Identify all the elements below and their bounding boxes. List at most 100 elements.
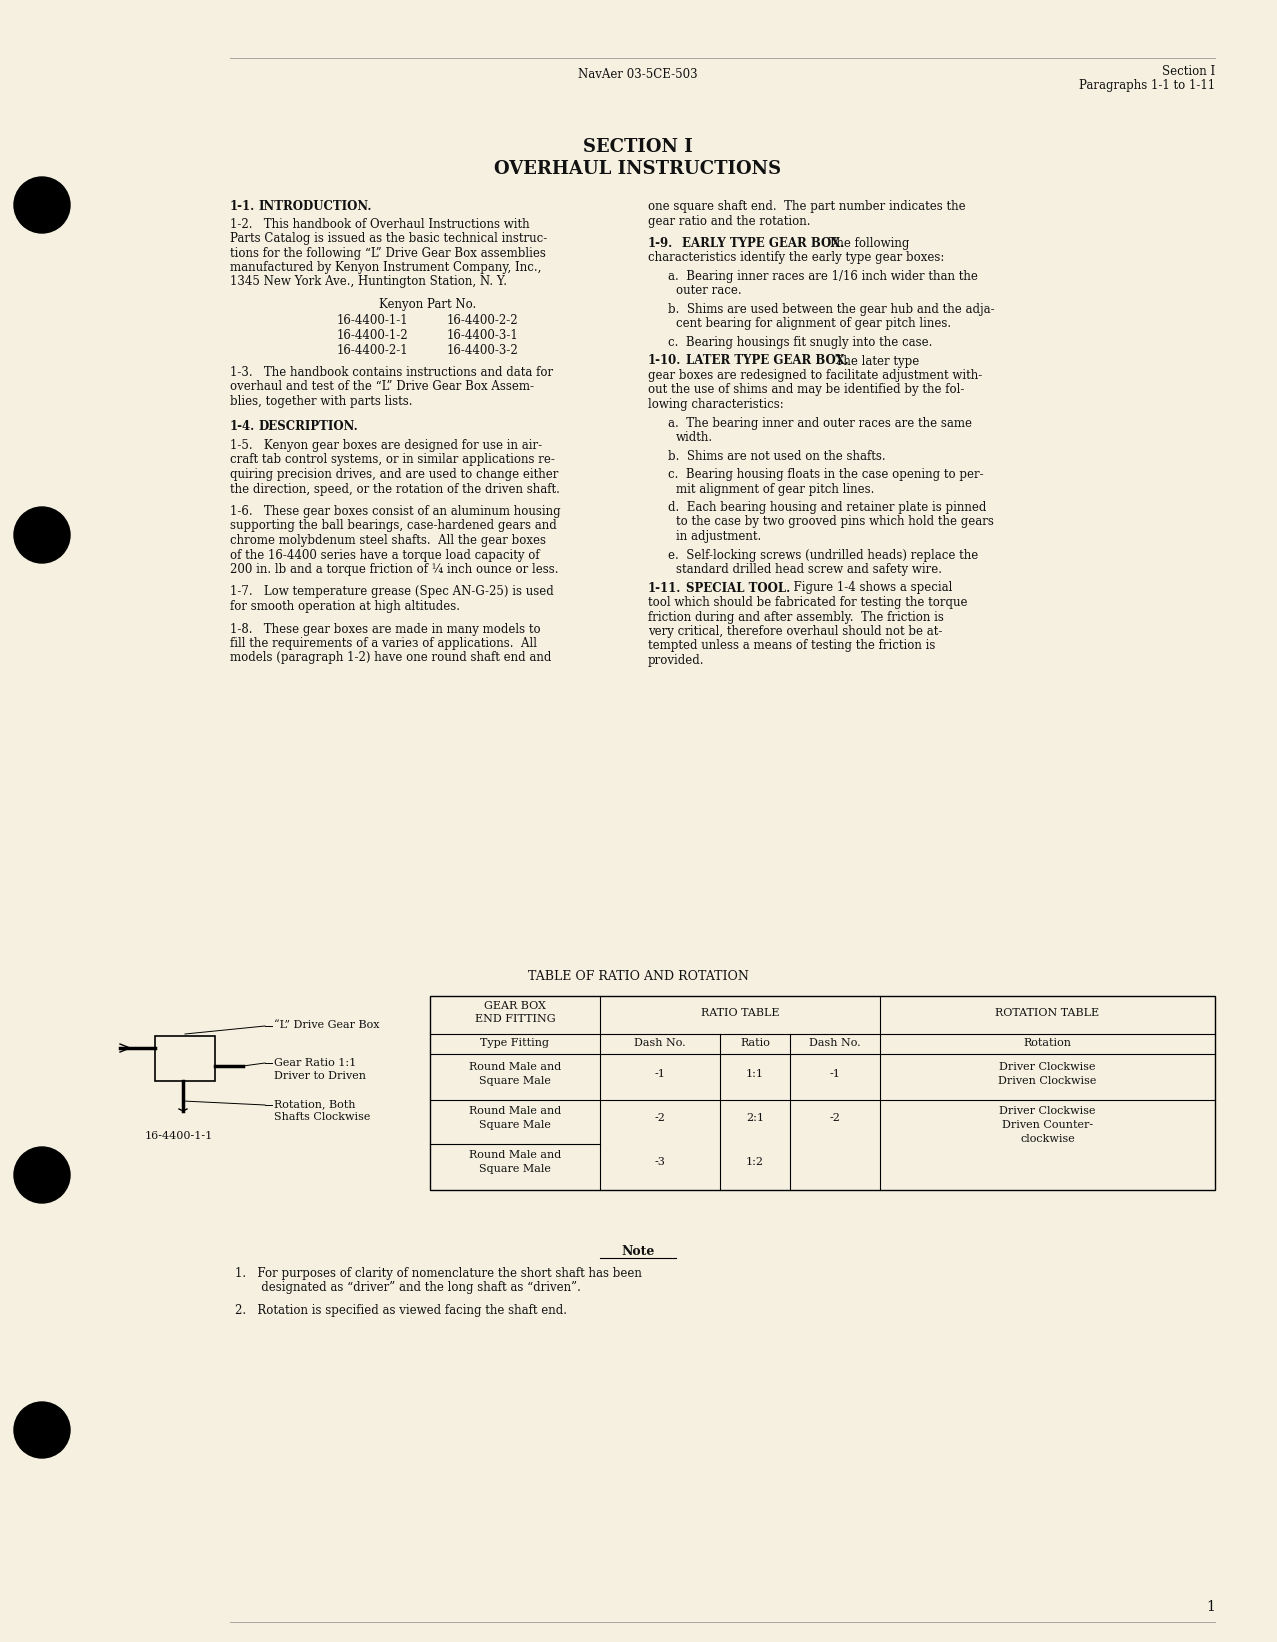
Text: mit alignment of gear pitch lines.: mit alignment of gear pitch lines. bbox=[676, 483, 875, 496]
Text: out the use of shims and may be identified by the fol-: out the use of shims and may be identifi… bbox=[647, 384, 964, 396]
Text: quiring precision drives, and are used to change either: quiring precision drives, and are used t… bbox=[230, 468, 558, 481]
Text: -1: -1 bbox=[830, 1069, 840, 1079]
Text: Driver Clockwise
Driven Clockwise: Driver Clockwise Driven Clockwise bbox=[999, 1062, 1097, 1085]
Text: 1-2.   This handbook of Overhaul Instructions with: 1-2. This handbook of Overhaul Instructi… bbox=[230, 217, 530, 230]
Text: Note: Note bbox=[622, 1245, 655, 1258]
Text: cent bearing for alignment of gear pitch lines.: cent bearing for alignment of gear pitch… bbox=[676, 317, 951, 330]
Text: tool which should be fabricated for testing the torque: tool which should be fabricated for test… bbox=[647, 596, 968, 609]
Circle shape bbox=[14, 177, 70, 233]
Text: models (paragraph 1-2) have one round shaft end and: models (paragraph 1-2) have one round sh… bbox=[230, 652, 552, 665]
Text: chrome molybdenum steel shafts.  All the gear boxes: chrome molybdenum steel shafts. All the … bbox=[230, 534, 547, 547]
Text: INTRODUCTION.: INTRODUCTION. bbox=[258, 200, 372, 213]
Text: blies, together with parts lists.: blies, together with parts lists. bbox=[230, 396, 412, 407]
Text: provided.: provided. bbox=[647, 654, 705, 667]
Text: 16-4400-3-1: 16-4400-3-1 bbox=[447, 328, 518, 342]
Text: RATIO TABLE: RATIO TABLE bbox=[701, 1008, 779, 1018]
Text: e.  Self-locking screws (undrilled heads) replace the: e. Self-locking screws (undrilled heads)… bbox=[668, 548, 978, 562]
Text: 16-4400-1-2: 16-4400-1-2 bbox=[337, 328, 409, 342]
Text: d.  Each bearing housing and retainer plate is pinned: d. Each bearing housing and retainer pla… bbox=[668, 501, 986, 514]
Text: 16-4400-3-2: 16-4400-3-2 bbox=[447, 343, 518, 356]
Text: DESCRIPTION.: DESCRIPTION. bbox=[258, 420, 358, 433]
Text: lowing characteristics:: lowing characteristics: bbox=[647, 397, 784, 410]
Text: width.: width. bbox=[676, 430, 713, 443]
Text: c.  Bearing housings fit snugly into the case.: c. Bearing housings fit snugly into the … bbox=[668, 337, 932, 350]
Text: 1:1: 1:1 bbox=[746, 1069, 764, 1079]
Text: 1-4.: 1-4. bbox=[230, 420, 255, 433]
Text: one square shaft end.  The part number indicates the: one square shaft end. The part number in… bbox=[647, 200, 965, 213]
Text: in adjustment.: in adjustment. bbox=[676, 530, 761, 544]
Text: friction during and after assembly.  The friction is: friction during and after assembly. The … bbox=[647, 611, 944, 624]
Text: Round Male and
Square Male: Round Male and Square Male bbox=[469, 1062, 561, 1085]
Text: OVERHAUL INSTRUCTIONS: OVERHAUL INSTRUCTIONS bbox=[494, 159, 782, 177]
Text: -1: -1 bbox=[655, 1069, 665, 1079]
Text: 16-4400-1-1: 16-4400-1-1 bbox=[337, 315, 409, 327]
Circle shape bbox=[14, 1402, 70, 1458]
Text: outer race.: outer race. bbox=[676, 284, 742, 297]
Text: Type Fitting: Type Fitting bbox=[480, 1038, 549, 1048]
Circle shape bbox=[14, 1148, 70, 1204]
Text: 1-3.   The handbook contains instructions and data for: 1-3. The handbook contains instructions … bbox=[230, 366, 553, 379]
Text: 1345 New York Ave., Huntington Station, N. Y.: 1345 New York Ave., Huntington Station, … bbox=[230, 276, 507, 289]
Text: b.  Shims are used between the gear hub and the adja-: b. Shims are used between the gear hub a… bbox=[668, 304, 995, 315]
Text: manufactured by Kenyon Instrument Company, Inc.,: manufactured by Kenyon Instrument Compan… bbox=[230, 261, 541, 274]
Text: EARLY TYPE GEAR BOX.: EARLY TYPE GEAR BOX. bbox=[682, 236, 844, 250]
Text: 2:1: 2:1 bbox=[746, 1113, 764, 1123]
Text: c.  Bearing housing floats in the case opening to per-: c. Bearing housing floats in the case op… bbox=[668, 468, 983, 481]
Text: 16-4400-2-1: 16-4400-2-1 bbox=[337, 343, 409, 356]
Text: tempted unless a means of testing the friction is: tempted unless a means of testing the fr… bbox=[647, 639, 935, 652]
Text: The following: The following bbox=[821, 236, 909, 250]
Text: LATER TYPE GEAR BOX.: LATER TYPE GEAR BOX. bbox=[686, 355, 849, 368]
Text: 1:2: 1:2 bbox=[746, 1158, 764, 1167]
Text: 1-1.: 1-1. bbox=[230, 200, 255, 213]
Text: 1-7.   Low temperature grease (Spec AN-G-25) is used: 1-7. Low temperature grease (Spec AN-G-2… bbox=[230, 586, 554, 598]
Text: SECTION I: SECTION I bbox=[584, 138, 693, 156]
Text: Rotation, Both: Rotation, Both bbox=[275, 1098, 355, 1108]
Text: TABLE OF RATIO AND ROTATION: TABLE OF RATIO AND ROTATION bbox=[527, 970, 748, 984]
Text: craft tab control systems, or in similar applications re-: craft tab control systems, or in similar… bbox=[230, 453, 555, 466]
Text: Gear Ratio 1:1: Gear Ratio 1:1 bbox=[275, 1057, 356, 1067]
Text: 1-8.   These gear boxes are made in many models to: 1-8. These gear boxes are made in many m… bbox=[230, 622, 540, 635]
Bar bbox=[430, 997, 1214, 1190]
Text: the direction, speed, or the rotation of the driven shaft.: the direction, speed, or the rotation of… bbox=[230, 483, 559, 496]
Text: Driver Clockwise
Driven Counter-
clockwise: Driver Clockwise Driven Counter- clockwi… bbox=[999, 1107, 1096, 1144]
Text: 1-10.: 1-10. bbox=[647, 355, 682, 368]
Text: supporting the ball bearings, case-hardened gears and: supporting the ball bearings, case-harde… bbox=[230, 519, 557, 532]
Text: Rotation: Rotation bbox=[1023, 1038, 1071, 1048]
Text: 1-5.   Kenyon gear boxes are designed for use in air-: 1-5. Kenyon gear boxes are designed for … bbox=[230, 438, 543, 452]
Text: 1-9.: 1-9. bbox=[647, 236, 673, 250]
Text: tions for the following “L” Drive Gear Box assemblies: tions for the following “L” Drive Gear B… bbox=[230, 246, 545, 259]
Text: fill the requirements of a varieз of applications.  All: fill the requirements of a varieз of app… bbox=[230, 637, 538, 650]
Text: b.  Shims are not used on the shafts.: b. Shims are not used on the shafts. bbox=[668, 450, 886, 463]
Text: overhaul and test of the “L” Drive Gear Box Assem-: overhaul and test of the “L” Drive Gear … bbox=[230, 381, 534, 394]
Text: standard drilled head screw and safety wire.: standard drilled head screw and safety w… bbox=[676, 563, 942, 576]
Text: 1: 1 bbox=[1205, 1599, 1214, 1614]
Text: Section I: Section I bbox=[1162, 66, 1214, 79]
Text: Dash No.: Dash No. bbox=[810, 1038, 861, 1048]
Text: Shafts Clockwise: Shafts Clockwise bbox=[275, 1112, 370, 1121]
Text: a.  Bearing inner races are 1/16 inch wider than the: a. Bearing inner races are 1/16 inch wid… bbox=[668, 269, 978, 282]
Text: gear ratio and the rotation.: gear ratio and the rotation. bbox=[647, 215, 811, 228]
Circle shape bbox=[14, 507, 70, 563]
Text: Kenyon Part No.: Kenyon Part No. bbox=[379, 297, 476, 310]
Text: 2.   Rotation is specified as viewed facing the shaft end.: 2. Rotation is specified as viewed facin… bbox=[235, 1304, 567, 1317]
Text: Parts Catalog is issued as the basic technical instruc-: Parts Catalog is issued as the basic tec… bbox=[230, 232, 548, 245]
Bar bbox=[155, 1036, 215, 1080]
Text: The later type: The later type bbox=[827, 355, 919, 368]
Text: 1-11.: 1-11. bbox=[647, 581, 682, 594]
Text: Paragraphs 1-1 to 1-11: Paragraphs 1-1 to 1-11 bbox=[1079, 79, 1214, 92]
Text: for smooth operation at high altitudes.: for smooth operation at high altitudes. bbox=[230, 599, 460, 612]
Text: a.  The bearing inner and outer races are the same: a. The bearing inner and outer races are… bbox=[668, 417, 972, 430]
Text: characteristics identify the early type gear boxes:: characteristics identify the early type … bbox=[647, 251, 945, 264]
Text: Figure 1-4 shows a special: Figure 1-4 shows a special bbox=[787, 581, 953, 594]
Text: Ratio: Ratio bbox=[741, 1038, 770, 1048]
Text: Round Male and
Square Male: Round Male and Square Male bbox=[469, 1107, 561, 1130]
Text: designated as “driver” and the long shaft as “driven”.: designated as “driver” and the long shaf… bbox=[235, 1281, 581, 1294]
Text: SPECIAL TOOL.: SPECIAL TOOL. bbox=[686, 581, 790, 594]
Text: Round Male and
Square Male: Round Male and Square Male bbox=[469, 1149, 561, 1174]
Text: 16-4400-1-1: 16-4400-1-1 bbox=[146, 1131, 213, 1141]
Text: to the case by two grooved pins which hold the gears: to the case by two grooved pins which ho… bbox=[676, 516, 994, 529]
Text: “L” Drive Gear Box: “L” Drive Gear Box bbox=[275, 1020, 379, 1030]
Text: 200 in. lb and a torque friction of ¼ inch ounce or less.: 200 in. lb and a torque friction of ¼ in… bbox=[230, 563, 558, 576]
Text: Dash No.: Dash No. bbox=[635, 1038, 686, 1048]
Text: -3: -3 bbox=[655, 1158, 665, 1167]
